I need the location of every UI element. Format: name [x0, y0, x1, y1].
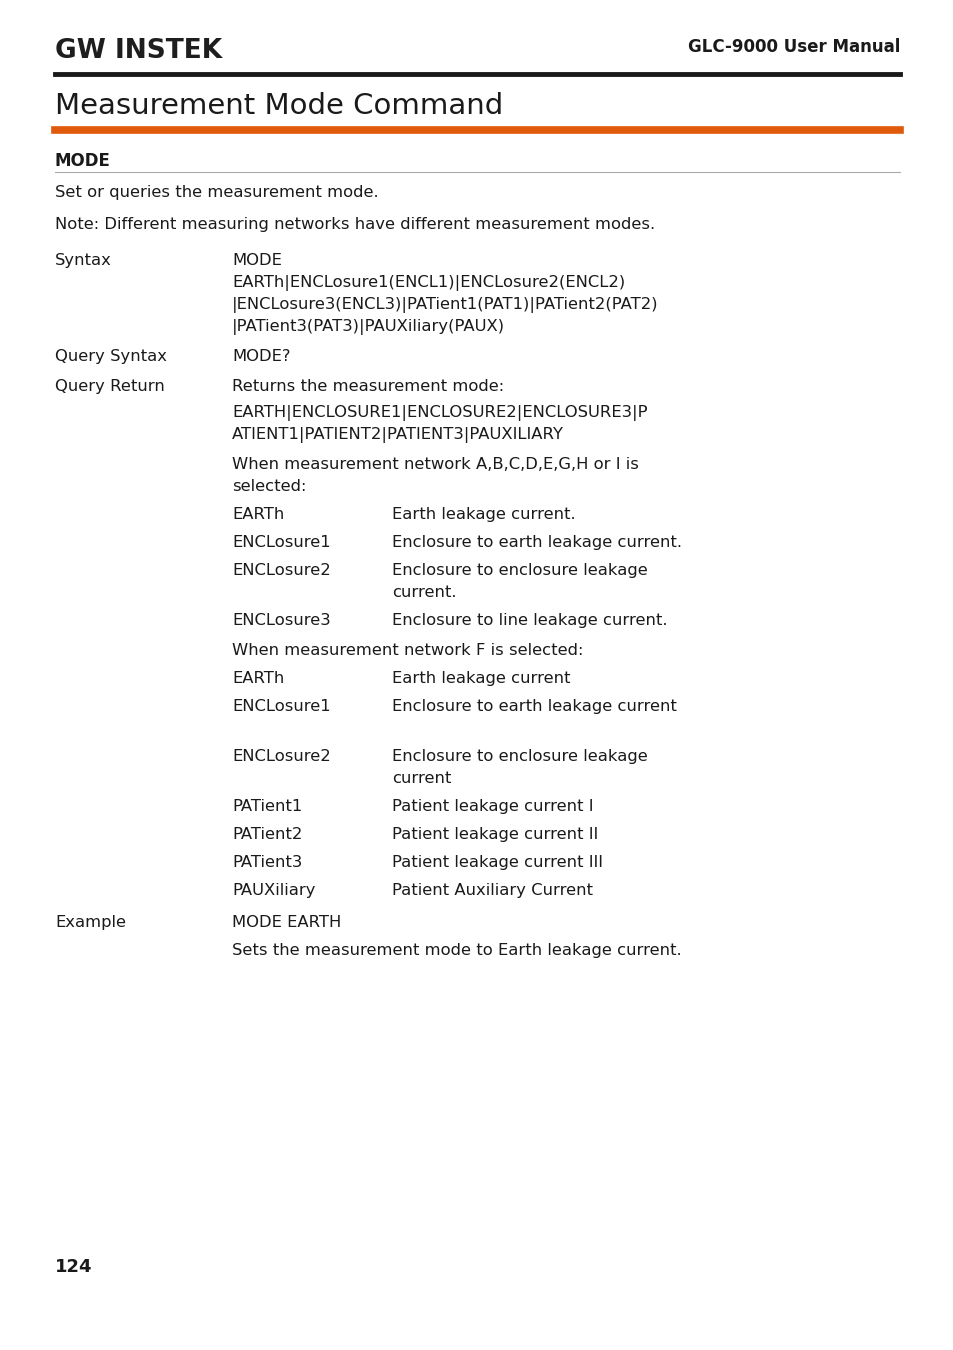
Text: current: current [392, 771, 451, 786]
Text: Set or queries the measurement mode.: Set or queries the measurement mode. [55, 185, 378, 200]
Text: GW INSTEK: GW INSTEK [55, 38, 222, 63]
Text: EARTh: EARTh [232, 671, 284, 686]
Text: Query Return: Query Return [55, 379, 165, 394]
Text: MODE: MODE [232, 252, 281, 269]
Text: Enclosure to earth leakage current.: Enclosure to earth leakage current. [392, 535, 681, 549]
Text: Query Syntax: Query Syntax [55, 350, 167, 365]
Text: 124: 124 [55, 1258, 92, 1276]
Text: PATient2: PATient2 [232, 828, 302, 842]
Text: MODE?: MODE? [232, 350, 291, 365]
Text: Patient Auxiliary Current: Patient Auxiliary Current [392, 883, 593, 898]
Text: Returns the measurement mode:: Returns the measurement mode: [232, 379, 503, 394]
Text: Sets the measurement mode to Earth leakage current.: Sets the measurement mode to Earth leaka… [232, 944, 680, 958]
Text: When measurement network A,B,C,D,E,G,H or I is: When measurement network A,B,C,D,E,G,H o… [232, 458, 639, 472]
Text: PATient1: PATient1 [232, 799, 302, 814]
Text: Earth leakage current.: Earth leakage current. [392, 508, 575, 522]
Text: EARTh|ENCLosure1(ENCL1)|ENCLosure2(ENCL2): EARTh|ENCLosure1(ENCL1)|ENCLosure2(ENCL2… [232, 275, 624, 292]
Text: ENCLosure2: ENCLosure2 [232, 563, 331, 578]
Text: Enclosure to enclosure leakage: Enclosure to enclosure leakage [392, 563, 647, 578]
Text: ENCLosure2: ENCLosure2 [232, 749, 331, 764]
Text: Measurement Mode Command: Measurement Mode Command [55, 92, 503, 120]
Text: Example: Example [55, 915, 126, 930]
Text: Enclosure to enclosure leakage: Enclosure to enclosure leakage [392, 749, 647, 764]
Text: GLC-9000 User Manual: GLC-9000 User Manual [687, 38, 899, 55]
Text: EARTh: EARTh [232, 508, 284, 522]
Text: Earth leakage current: Earth leakage current [392, 671, 570, 686]
Text: ENCLosure1: ENCLosure1 [232, 535, 331, 549]
Text: |ENCLosure3(ENCL3)|PATient1(PAT1)|PATient2(PAT2): |ENCLosure3(ENCL3)|PATient1(PAT1)|PATien… [232, 297, 658, 313]
Text: PAUXiliary: PAUXiliary [232, 883, 315, 898]
Text: EARTH|ENCLOSURE1|ENCLOSURE2|ENCLOSURE3|P: EARTH|ENCLOSURE1|ENCLOSURE2|ENCLOSURE3|P [232, 405, 647, 421]
Text: Note: Different measuring networks have different measurement modes.: Note: Different measuring networks have … [55, 217, 655, 232]
Text: selected:: selected: [232, 479, 306, 494]
Text: ENCLosure1: ENCLosure1 [232, 699, 331, 714]
Text: Patient leakage current III: Patient leakage current III [392, 855, 602, 869]
Text: ATIENT1|PATIENT2|PATIENT3|PAUXILIARY: ATIENT1|PATIENT2|PATIENT3|PAUXILIARY [232, 427, 563, 443]
Text: MODE EARTH: MODE EARTH [232, 915, 341, 930]
Text: When measurement network F is selected:: When measurement network F is selected: [232, 643, 583, 657]
Text: current.: current. [392, 585, 456, 599]
Text: Syntax: Syntax [55, 252, 112, 269]
Text: PATient3: PATient3 [232, 855, 302, 869]
Text: Enclosure to earth leakage current: Enclosure to earth leakage current [392, 699, 677, 714]
Text: ENCLosure3: ENCLosure3 [232, 613, 331, 628]
Text: Enclosure to line leakage current.: Enclosure to line leakage current. [392, 613, 667, 628]
Text: MODE: MODE [55, 153, 111, 170]
Text: |PATient3(PAT3)|PAUXiliary(PAUX): |PATient3(PAT3)|PAUXiliary(PAUX) [232, 319, 504, 335]
Text: Patient leakage current II: Patient leakage current II [392, 828, 598, 842]
Text: Patient leakage current I: Patient leakage current I [392, 799, 593, 814]
